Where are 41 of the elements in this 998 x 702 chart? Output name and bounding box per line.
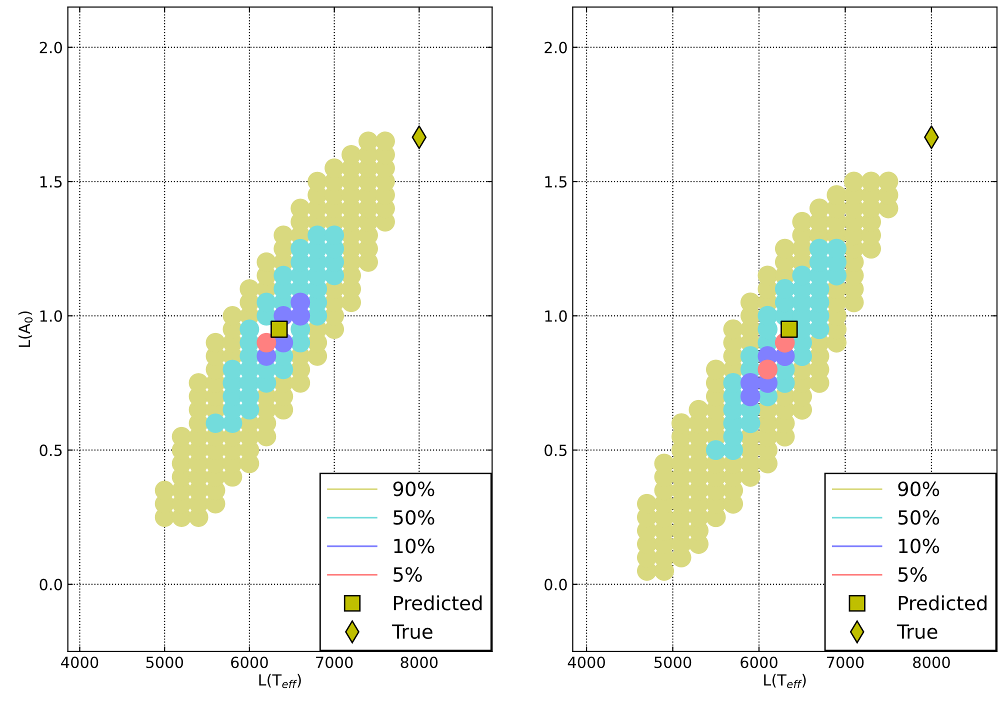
x-tick-label: 7000 — [316, 656, 353, 668]
legend-label: 50% — [898, 510, 940, 525]
legend-label: 50% — [394, 510, 434, 525]
y-tick-label: 1.0 — [40, 310, 62, 322]
legend-label: True — [392, 624, 432, 639]
x-tick-label: 6000 — [231, 656, 268, 668]
point — [758, 360, 778, 380]
x-tick-label: 4000 — [568, 656, 605, 668]
legend-label: 5% — [394, 567, 422, 582]
point — [780, 320, 798, 338]
legend-label: 90% — [393, 482, 434, 496]
y-tick-label: 0.0 — [544, 578, 567, 590]
point — [706, 440, 726, 460]
y-axis-title: L(A$_{0}$) — [18, 311, 33, 347]
x-tick-label: 5000 — [146, 656, 184, 668]
legend-label: 90% — [898, 482, 940, 496]
y-tick-label: 0.5 — [544, 444, 567, 456]
y-tick-label: 2.0 — [544, 42, 567, 54]
legend-label: 5% — [898, 567, 927, 582]
legend-label: Predicted — [394, 595, 482, 610]
y-tick-label: 1.0 — [545, 310, 567, 322]
y-tick-label: 1.5 — [40, 176, 62, 188]
point — [270, 320, 288, 338]
y-tick-label: 0.5 — [40, 444, 62, 456]
x-axis-title: L(T$_{eff}$) — [259, 674, 301, 688]
x-axis-title: L(T$_{eff}$) — [764, 674, 806, 688]
legend-label: 10% — [394, 538, 434, 554]
x-tick-label: 5000 — [654, 656, 692, 668]
x-tick-label: 4000 — [61, 656, 98, 668]
x-tick-label: 7000 — [827, 656, 864, 668]
legend-label: True — [896, 624, 938, 639]
x-tick-label: 8000 — [400, 656, 438, 668]
legend-label: 10% — [899, 538, 940, 554]
x-tick-label: 6000 — [740, 656, 778, 668]
y-tick-label: 0.0 — [40, 578, 62, 590]
x-tick-label: 8000 — [913, 656, 950, 668]
point — [256, 332, 276, 352]
point — [206, 413, 226, 433]
legend-label: Predicted — [898, 595, 986, 610]
y-tick-label: 1.5 — [545, 176, 567, 188]
y-tick-label: 2.0 — [40, 42, 62, 54]
